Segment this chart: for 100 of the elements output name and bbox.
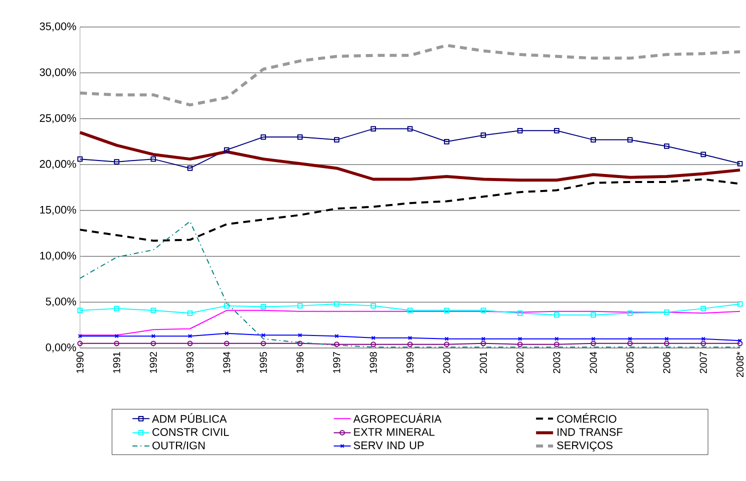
point (701, 336, 706, 341)
point (224, 147, 230, 153)
x-tick-label: 2003 (553, 352, 560, 374)
point (370, 342, 376, 348)
legend-label: COMÉRCIO (557, 413, 616, 423)
point (77, 156, 83, 162)
point (480, 132, 486, 138)
legend-label: ADM PÚBLICA (152, 413, 227, 423)
legend-label: CONSTR CIVIL (152, 428, 229, 436)
point (187, 166, 193, 171)
point (700, 340, 706, 346)
point (150, 308, 156, 314)
point (590, 137, 596, 142)
point (517, 310, 523, 316)
point (334, 301, 340, 307)
point (370, 126, 376, 132)
point (518, 336, 522, 341)
point (664, 310, 670, 315)
y-tick-label: 15,00% (40, 206, 76, 215)
point (627, 310, 633, 316)
point (260, 134, 266, 140)
point (114, 340, 120, 346)
y-tick-label: 35,00% (40, 22, 76, 32)
point (517, 128, 523, 134)
x-tick-label: 1994 (223, 352, 230, 373)
point (407, 308, 413, 314)
x-tick-label: 1991 (113, 352, 120, 373)
line-series (78, 130, 742, 182)
point (444, 336, 449, 341)
x-tick-label: 1990 (76, 352, 84, 373)
point (188, 334, 192, 338)
y-tick-label: 20,00% (40, 160, 76, 170)
point (260, 304, 266, 310)
point (114, 159, 120, 165)
point (407, 126, 413, 132)
point (444, 308, 450, 314)
x-tick-label: 2005 (626, 352, 634, 374)
point (664, 336, 669, 341)
y-tick-label: 5,00% (46, 298, 76, 307)
y-tick-label: 30,00% (40, 68, 76, 78)
point (407, 342, 413, 348)
point (408, 336, 412, 340)
point (224, 340, 230, 346)
point (77, 308, 83, 314)
y-tick-label: 25,00% (40, 114, 76, 124)
point (150, 156, 156, 162)
x-tick-label: 2000 (443, 352, 450, 374)
point (297, 303, 303, 309)
point (187, 310, 193, 316)
legend-label: AGROPECUÁRIA (353, 413, 442, 423)
point (517, 342, 523, 348)
point (664, 144, 670, 149)
point (334, 342, 340, 348)
y-tick-label: 0,00% (46, 343, 76, 353)
legend-label: OUTR/IGN (152, 441, 205, 450)
point (700, 152, 706, 158)
x-tick-label: 2004 (590, 352, 597, 374)
point (444, 342, 450, 348)
point (590, 340, 596, 346)
point (187, 340, 193, 346)
point (737, 160, 743, 166)
point (590, 312, 596, 318)
point (554, 336, 559, 341)
x-tick-label: 2002 (516, 352, 524, 374)
point (481, 336, 486, 341)
point (297, 134, 303, 140)
point (298, 333, 302, 338)
point (334, 137, 340, 142)
legend-label: SERVIÇOS (557, 441, 612, 452)
point (297, 340, 303, 346)
legend-label: EXTR MINERAL (354, 428, 434, 436)
x-tick-label: 1992 (150, 352, 157, 373)
point (150, 340, 156, 346)
point (700, 306, 706, 312)
point (480, 308, 486, 314)
x-tick-label: 2006 (663, 352, 670, 374)
line-series (78, 44, 742, 106)
point (260, 340, 266, 346)
x-tick-label: 1995 (260, 352, 267, 373)
point (370, 303, 376, 309)
x-tick-label: 2007 (700, 352, 707, 374)
x-tick-label: 1997 (333, 352, 340, 373)
y-tick-label: 10,00% (40, 252, 76, 261)
x-tick-label: 1993 (186, 352, 194, 373)
point (628, 336, 632, 341)
x-tick-label: 2008* (736, 352, 744, 378)
point (627, 340, 633, 346)
x-tick-label: 1999 (406, 352, 414, 373)
point (627, 137, 633, 142)
point (664, 340, 670, 346)
point (554, 312, 560, 318)
point (444, 138, 450, 144)
x-tick-label: 1998 (370, 352, 377, 373)
point (224, 331, 229, 336)
point (737, 301, 743, 307)
point (261, 333, 266, 338)
legend-label: SERV IND UP (354, 441, 424, 450)
x-tick-label: 2001 (480, 352, 487, 374)
legend-label: IND TRANSF (558, 428, 622, 436)
x-tick-label: 1996 (296, 352, 304, 373)
